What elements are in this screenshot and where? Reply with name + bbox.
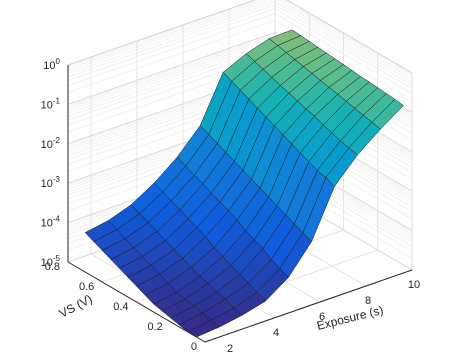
z-grid-line [67,4,276,78]
z-tick-label: 10-5 [41,254,61,269]
y-tick-label: 4 [273,327,279,339]
z-grid-line [67,0,257,66]
z-tick-label: 10-3 [41,175,61,190]
surface-mesh [84,29,404,338]
tick-labels: 0 0.2 0.4 0.6 0.8 2 4 6 8 10 10-5 10-4 10-3 10-2 10-1 1… [41,57,421,352]
x-axis-label: VS (V) [57,292,95,321]
z-grid-line [67,43,276,117]
z-grid-line [67,20,276,93]
z-tick-label: 10-1 [41,96,61,111]
y-tick-label: 10 [408,279,420,291]
x-tick-label: 0.8 [45,261,60,273]
z-grid-line [67,32,276,105]
x-tick-label: 0.6 [79,281,94,293]
z-grid-line [67,33,276,107]
y-tick-label: 8 [365,295,371,307]
z-grid-line [67,0,274,72]
z-grid-line [67,1,276,75]
surface-patch [187,319,220,338]
z-grid-line [67,38,276,111]
z-grid-line [67,0,268,70]
y-axis-label: Exposure (s) [315,303,384,333]
y-tick-label: 2 [227,343,233,352]
x-tick-label: 0.2 [147,321,162,333]
z-grid-line [67,40,276,114]
y-tick-label: 6 [319,311,325,323]
z-grid-line [67,35,276,109]
x-tick-label: 0.4 [113,301,128,313]
z-tick-label: 10-2 [41,136,61,151]
z-grid-line [67,8,276,82]
x-axis-line [67,261,206,343]
x-tick-label: 0 [191,341,197,352]
z-tick-label: 100 [43,57,60,72]
z-tick-label: 10-4 [41,215,61,230]
z-grid-line [67,0,262,68]
y-axis-line [204,269,413,343]
z-grid-line [67,13,276,86]
